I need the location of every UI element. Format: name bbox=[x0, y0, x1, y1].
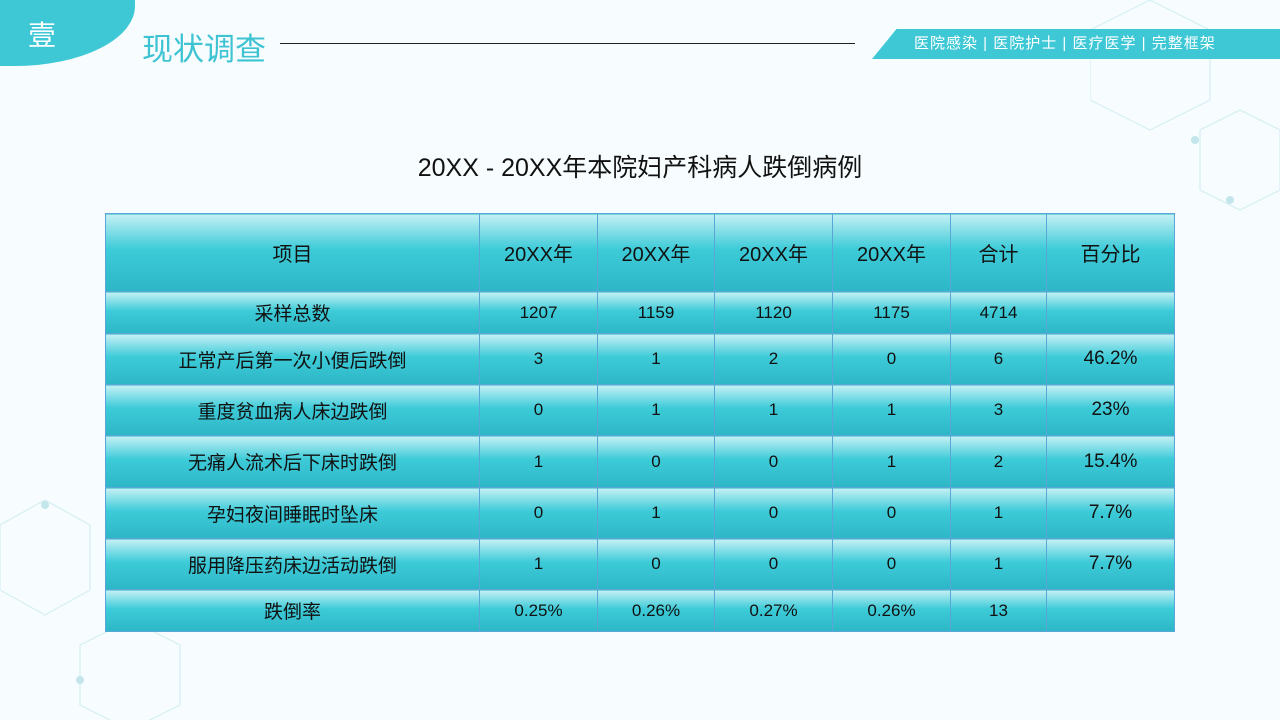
table-cell: 1159 bbox=[597, 291, 715, 334]
table-cell: 0 bbox=[597, 538, 715, 590]
table-cell: 0 bbox=[714, 538, 833, 590]
table-cell: 23% bbox=[1046, 384, 1175, 436]
table-header-row: 项目 20XX年 20XX年 20XX年 20XX年 合计 百分比 bbox=[105, 213, 1175, 292]
table-row: 重度贫血病人床边跌倒 0 1 1 1 3 23% bbox=[105, 384, 1175, 436]
section-number: 壹 bbox=[28, 20, 57, 51]
table-cell: 0 bbox=[479, 487, 598, 539]
table-cell: 2 bbox=[714, 333, 833, 385]
table-cell: 0 bbox=[832, 538, 951, 590]
table-cell: 13 bbox=[950, 589, 1047, 632]
section-badge bbox=[0, 0, 135, 66]
table-cell: 0.27% bbox=[714, 589, 833, 632]
table-cell: 1 bbox=[479, 538, 598, 590]
table-cell bbox=[1046, 291, 1175, 334]
column-header: 20XX年 bbox=[832, 213, 951, 292]
row-label: 跌倒率 bbox=[105, 589, 480, 632]
table-cell: 1 bbox=[950, 487, 1047, 539]
row-label: 无痛人流术后下床时跌倒 bbox=[105, 435, 480, 488]
table-cell: 1 bbox=[597, 487, 715, 539]
table-row: 无痛人流术后下床时跌倒 1 0 0 1 2 15.4% bbox=[105, 435, 1175, 488]
table-cell: 0.26% bbox=[832, 589, 951, 632]
column-header: 百分比 bbox=[1046, 213, 1175, 292]
table-cell: 1 bbox=[597, 333, 715, 385]
table-row: 正常产后第一次小便后跌倒 3 1 2 0 6 46.2% bbox=[105, 333, 1175, 385]
table-cell: 1175 bbox=[832, 291, 951, 334]
table-cell: 1207 bbox=[479, 291, 598, 334]
table-cell: 6 bbox=[950, 333, 1047, 385]
column-header: 合计 bbox=[950, 213, 1047, 292]
table-cell: 1 bbox=[714, 384, 833, 436]
table-row: 采样总数 1207 1159 1120 1175 4714 bbox=[105, 291, 1175, 334]
table-cell: 0 bbox=[714, 435, 833, 488]
title-divider bbox=[280, 43, 855, 44]
row-label: 服用降压药床边活动跌倒 bbox=[105, 538, 480, 590]
table-cell bbox=[1046, 589, 1175, 632]
column-header: 20XX年 bbox=[479, 213, 598, 292]
table-cell: 15.4% bbox=[1046, 435, 1175, 488]
tagline-banner: 医院感染 | 医院护士 | 医疗医学 | 完整框架 bbox=[872, 29, 1280, 59]
column-header: 20XX年 bbox=[597, 213, 715, 292]
table-cell: 0.25% bbox=[479, 589, 598, 632]
table-cell: 0 bbox=[832, 487, 951, 539]
page-title: 现状调查 bbox=[142, 32, 266, 67]
table-cell: 0 bbox=[714, 487, 833, 539]
row-label: 正常产后第一次小便后跌倒 bbox=[105, 333, 480, 385]
table-cell: 1 bbox=[832, 435, 951, 488]
table-row: 服用降压药床边活动跌倒 1 0 0 0 1 7.7% bbox=[105, 538, 1175, 590]
table-cell: 1120 bbox=[714, 291, 833, 334]
table-cell: 3 bbox=[479, 333, 598, 385]
table-cell: 0 bbox=[479, 384, 598, 436]
table-cell: 0 bbox=[597, 435, 715, 488]
column-header: 项目 bbox=[105, 213, 480, 292]
table-cell: 4714 bbox=[950, 291, 1047, 334]
table-row: 跌倒率 0.25% 0.26% 0.27% 0.26% 13 bbox=[105, 589, 1175, 632]
table-cell: 1 bbox=[479, 435, 598, 488]
row-label: 重度贫血病人床边跌倒 bbox=[105, 384, 480, 436]
table-cell: 1 bbox=[950, 538, 1047, 590]
table-cell: 46.2% bbox=[1046, 333, 1175, 385]
table-cell: 7.7% bbox=[1046, 538, 1175, 590]
row-label: 采样总数 bbox=[105, 291, 480, 334]
table-cell: 7.7% bbox=[1046, 487, 1175, 539]
falls-table: 项目 20XX年 20XX年 20XX年 20XX年 合计 百分比 采样总数 1207 1159 1… bbox=[105, 213, 1175, 632]
table-cell: 2 bbox=[950, 435, 1047, 488]
table-cell: 1 bbox=[832, 384, 951, 436]
table-cell: 1 bbox=[597, 384, 715, 436]
table-cell: 0.26% bbox=[597, 589, 715, 632]
column-header: 20XX年 bbox=[714, 213, 833, 292]
row-label: 孕妇夜间睡眠时坠床 bbox=[105, 487, 480, 539]
table-title: 20XX - 20XX年本院妇产科病人跌倒病例 bbox=[417, 154, 863, 182]
table-cell: 0 bbox=[832, 333, 951, 385]
table-cell: 3 bbox=[950, 384, 1047, 436]
table-row: 孕妇夜间睡眠时坠床 0 1 0 0 1 7.7% bbox=[105, 487, 1175, 539]
